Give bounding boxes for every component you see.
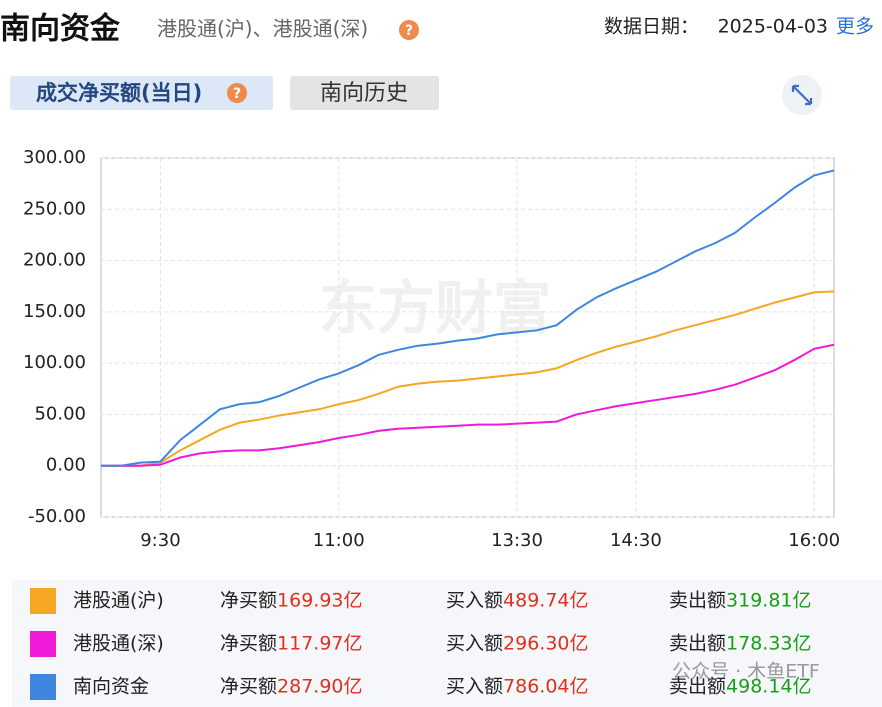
overlay-text: 公众号 · 木鱼ETF	[672, 661, 820, 683]
x-tick-label: 13:30	[491, 530, 543, 551]
summary-label: 卖出额	[669, 676, 726, 698]
summary-label: 净买额	[220, 590, 277, 612]
date: 2025-04-03	[718, 16, 828, 38]
help-icon[interactable]: ?	[227, 83, 247, 103]
summary-value: 287.90亿	[277, 676, 362, 698]
tab-active[interactable]	[10, 76, 273, 110]
legend-swatch	[30, 674, 56, 700]
legend-label: 港股通(沪)	[73, 590, 164, 612]
svg-text:?: ?	[405, 23, 413, 39]
y-tick-label: -50.00	[28, 506, 86, 527]
tab-label[interactable]: 南向历史	[320, 81, 408, 106]
y-tick-label: 200.00	[23, 250, 86, 271]
y-tick-label: 300.00	[23, 147, 86, 168]
summary-label: 净买额	[220, 633, 277, 655]
y-tick-label: 100.00	[23, 352, 86, 373]
summary-value: 319.81亿	[726, 590, 811, 612]
x-tick-label: 14:30	[610, 530, 662, 551]
summary-value: 178.33亿	[726, 633, 811, 655]
legend-swatch	[30, 588, 56, 614]
summary-label: 净买额	[220, 676, 277, 698]
summary-label: 买入额	[446, 633, 503, 655]
x-tick-label: 11:00	[313, 530, 365, 551]
help-icon[interactable]: ?	[399, 20, 419, 40]
x-tick-label: 16:00	[788, 530, 840, 551]
summary-label: 买入额	[446, 676, 503, 698]
tab[interactable]	[290, 76, 439, 110]
y-tick-label: 150.00	[23, 301, 86, 322]
svg-text:?: ?	[233, 86, 241, 102]
y-tick-label: 50.00	[34, 403, 86, 424]
series-line	[101, 290, 835, 467]
summary-label: 卖出额	[669, 633, 726, 655]
summary-value: 498.14亿	[726, 676, 811, 698]
x-tick-label: 9:30	[140, 530, 180, 551]
summary-value: 489.74亿	[503, 590, 588, 612]
series-line	[101, 169, 835, 467]
more-link[interactable]: 更多	[836, 16, 874, 38]
summary-label: 卖出额	[669, 590, 726, 612]
summary-value: 786.04亿	[503, 676, 588, 698]
summary-label: 买入额	[446, 590, 503, 612]
summary-value: 169.93亿	[277, 590, 362, 612]
legend-panel	[12, 580, 882, 707]
date-label: 数据日期：	[604, 16, 699, 38]
watermark: 东方财富	[319, 274, 551, 342]
y-tick-label: 250.00	[23, 198, 86, 219]
summary-value: 296.30亿	[503, 633, 588, 655]
expand-button[interactable]	[782, 75, 822, 115]
subtitle: 港股通(沪)、港股通(深)	[157, 17, 368, 41]
tab-label[interactable]: 成交净买额(当日)	[36, 81, 202, 105]
title: 南向资金	[0, 12, 121, 47]
summary-value: 117.97亿	[277, 633, 362, 655]
legend-label: 港股通(深)	[73, 633, 164, 655]
y-tick-label: 0.00	[46, 455, 86, 476]
series-line	[101, 343, 835, 467]
legend-swatch	[30, 631, 56, 657]
legend-label: 南向资金	[73, 676, 149, 698]
